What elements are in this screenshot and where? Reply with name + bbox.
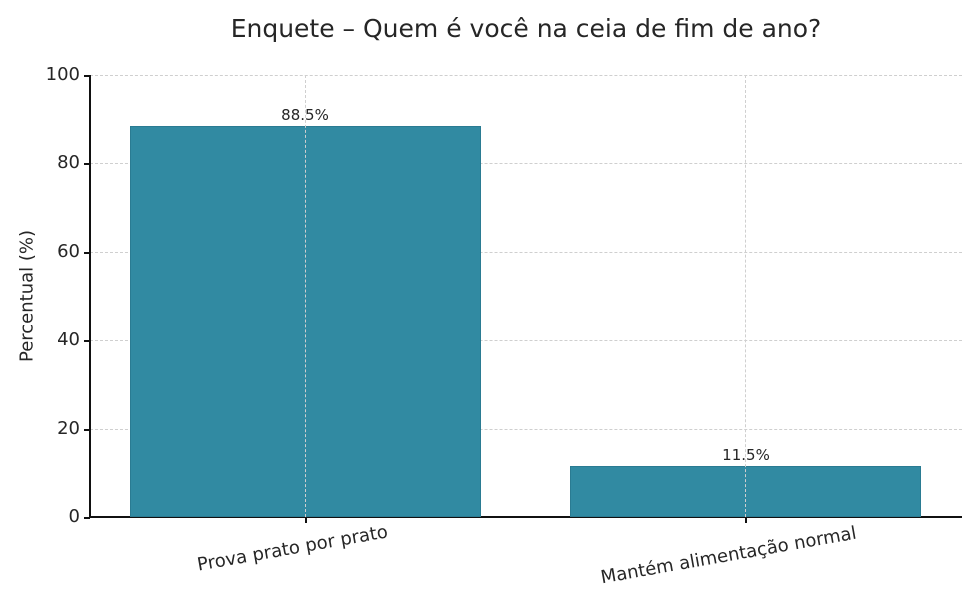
x-axis-line: [89, 516, 962, 518]
gridline: [305, 75, 306, 517]
y-tick-label-0: 0: [68, 506, 80, 527]
y-tick-label-40: 40: [57, 329, 80, 350]
gridline: [90, 429, 962, 430]
data-label-bar-1: 88.5%: [281, 106, 329, 124]
y-tick: [84, 252, 90, 254]
y-tick-label-60: 60: [57, 241, 80, 262]
gridline: [745, 75, 746, 517]
y-tick: [84, 340, 90, 342]
x-tick-label-2: Mantém alimentação normal: [599, 522, 859, 589]
gridline: [90, 340, 962, 341]
plot-area: 88.5% 11.5%: [90, 75, 962, 517]
data-label-bar-2: 11.5%: [722, 446, 770, 464]
x-tick-label-1: Prova prato por prato: [195, 521, 390, 576]
y-tick: [84, 163, 90, 165]
x-tick: [305, 517, 307, 523]
y-tick: [84, 517, 90, 519]
y-tick-label-100: 100: [45, 64, 80, 85]
gridline: [90, 252, 962, 253]
y-tick: [84, 429, 90, 431]
gridline: [90, 163, 962, 164]
y-tick-label-80: 80: [57, 152, 80, 173]
gridline: [90, 75, 962, 76]
y-axis-line: [89, 75, 91, 518]
x-tick: [745, 517, 747, 523]
y-tick: [84, 75, 90, 77]
y-tick-label-20: 20: [57, 418, 80, 439]
chart-title: Enquete – Quem é você na ceia de fim de …: [230, 14, 822, 43]
